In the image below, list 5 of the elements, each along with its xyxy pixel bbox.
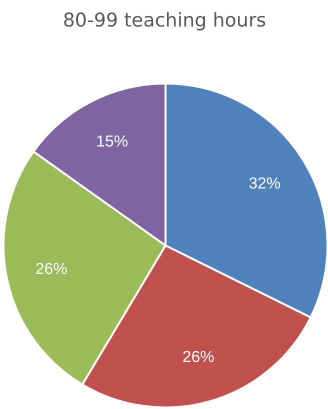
data-label: 26%: [35, 260, 68, 278]
data-label: 26%: [182, 348, 214, 366]
data-label: 32%: [248, 176, 281, 193]
chart-title: 80-99 teaching hours: [62, 10, 266, 32]
data-label: 15%: [96, 133, 128, 150]
